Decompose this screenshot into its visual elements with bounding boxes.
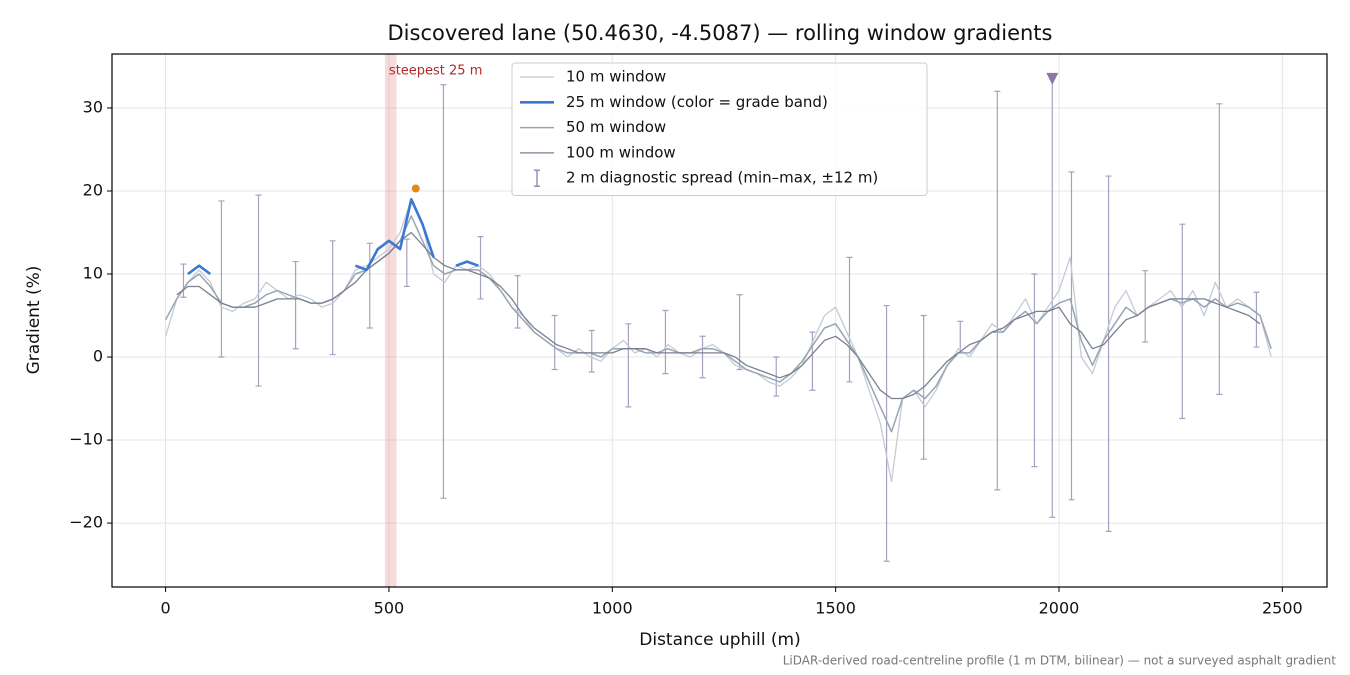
error-bar [180, 263, 187, 298]
error-bar [1068, 171, 1075, 501]
error-bar [846, 256, 853, 383]
error-bar [625, 323, 632, 408]
y-tick-label: −20 [69, 513, 103, 532]
footnote: LiDAR-derived road-centreline profile (1… [783, 654, 1337, 668]
chart-title: Discovered lane (50.4630, -4.5087) — rol… [388, 21, 1053, 45]
y-tick-label: 10 [83, 264, 103, 283]
error-bar [662, 309, 669, 375]
plot-frame [111, 53, 1328, 588]
y-tick-label: 0 [93, 347, 103, 366]
legend-label: 100 m window [566, 143, 676, 161]
error-bar [1216, 103, 1223, 395]
error-bar [440, 84, 447, 499]
legend-label: 2 m diagnostic spread (min–max, ±12 m) [566, 169, 878, 187]
error-bar [1031, 273, 1038, 468]
error-bar [1179, 223, 1186, 420]
highlight-band [384, 54, 397, 587]
error-bar [218, 200, 225, 358]
error-bar [1142, 270, 1149, 343]
error-bar [883, 304, 890, 562]
legend-label: 25 m window (color = grade band) [566, 93, 828, 111]
y-axis-label: Gradient (%) [24, 266, 44, 375]
error-bar [514, 275, 521, 329]
highlight-label: steepest 25 m [389, 64, 482, 79]
error-bar [699, 335, 706, 379]
x-tick-label: 1000 [592, 599, 633, 618]
error-bar [736, 294, 743, 371]
x-tick-label: 2500 [1262, 599, 1303, 618]
error-bar [292, 260, 299, 350]
error-bar [994, 90, 1001, 491]
y-tick-label: 30 [83, 97, 103, 116]
x-tick-label: 0 [161, 599, 171, 618]
error-bar [588, 329, 595, 373]
legend-label: 50 m window [566, 118, 666, 136]
peak-point [411, 184, 420, 193]
x-tick-label: 1500 [815, 599, 856, 618]
series-line [187, 198, 479, 276]
series-line [176, 231, 1261, 400]
error-bar [1105, 175, 1112, 532]
x-tick-label: 500 [374, 599, 405, 618]
y-tick-label: −10 [69, 430, 103, 449]
series-line [164, 198, 1272, 483]
error-bar [366, 242, 373, 329]
series-line [164, 215, 1272, 433]
error-bar [403, 238, 410, 288]
legend-swatch [534, 169, 540, 187]
y-tick-label: 20 [83, 180, 103, 199]
error-bar [255, 194, 262, 387]
x-axis-label: Distance uphill (m) [639, 630, 800, 650]
x-tick-label: 2000 [1039, 599, 1080, 618]
marker [1046, 72, 1059, 85]
legend-label: 10 m window [566, 68, 666, 86]
error-bar [329, 240, 336, 356]
legend-box [511, 62, 928, 196]
error-bar [1253, 291, 1260, 348]
